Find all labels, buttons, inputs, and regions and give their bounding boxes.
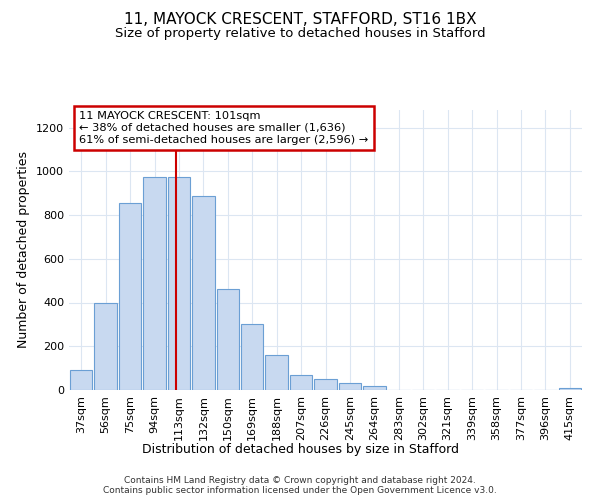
Bar: [265, 355, 288, 390]
Bar: [290, 374, 313, 390]
Text: Size of property relative to detached houses in Stafford: Size of property relative to detached ho…: [115, 28, 485, 40]
Bar: [217, 290, 239, 390]
Bar: [167, 176, 190, 390]
Bar: [119, 203, 142, 390]
Bar: [338, 383, 361, 390]
Text: 11, MAYOCK CRESCENT, STAFFORD, ST16 1BX: 11, MAYOCK CRESCENT, STAFFORD, ST16 1BX: [124, 12, 476, 28]
Bar: [241, 324, 263, 390]
Text: 11 MAYOCK CRESCENT: 101sqm
← 38% of detached houses are smaller (1,636)
61% of s: 11 MAYOCK CRESCENT: 101sqm ← 38% of deta…: [79, 112, 368, 144]
Bar: [70, 370, 92, 390]
Text: Distribution of detached houses by size in Stafford: Distribution of detached houses by size …: [142, 442, 458, 456]
Bar: [363, 386, 386, 390]
Text: Contains HM Land Registry data © Crown copyright and database right 2024.
Contai: Contains HM Land Registry data © Crown c…: [103, 476, 497, 495]
Bar: [559, 388, 581, 390]
Bar: [94, 302, 117, 390]
Y-axis label: Number of detached properties: Number of detached properties: [17, 152, 31, 348]
Bar: [192, 196, 215, 390]
Bar: [314, 378, 337, 390]
Bar: [143, 176, 166, 390]
